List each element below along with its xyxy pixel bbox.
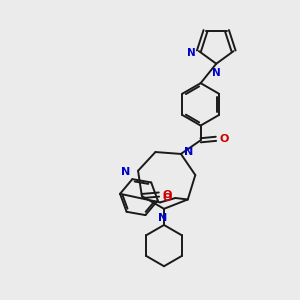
Text: N: N [184, 148, 194, 158]
Text: O: O [220, 134, 229, 144]
Text: O: O [162, 193, 172, 203]
Text: N: N [121, 167, 130, 177]
Text: N: N [158, 213, 167, 223]
Text: N: N [212, 68, 221, 78]
Text: N: N [187, 48, 195, 58]
Text: O: O [163, 190, 172, 200]
